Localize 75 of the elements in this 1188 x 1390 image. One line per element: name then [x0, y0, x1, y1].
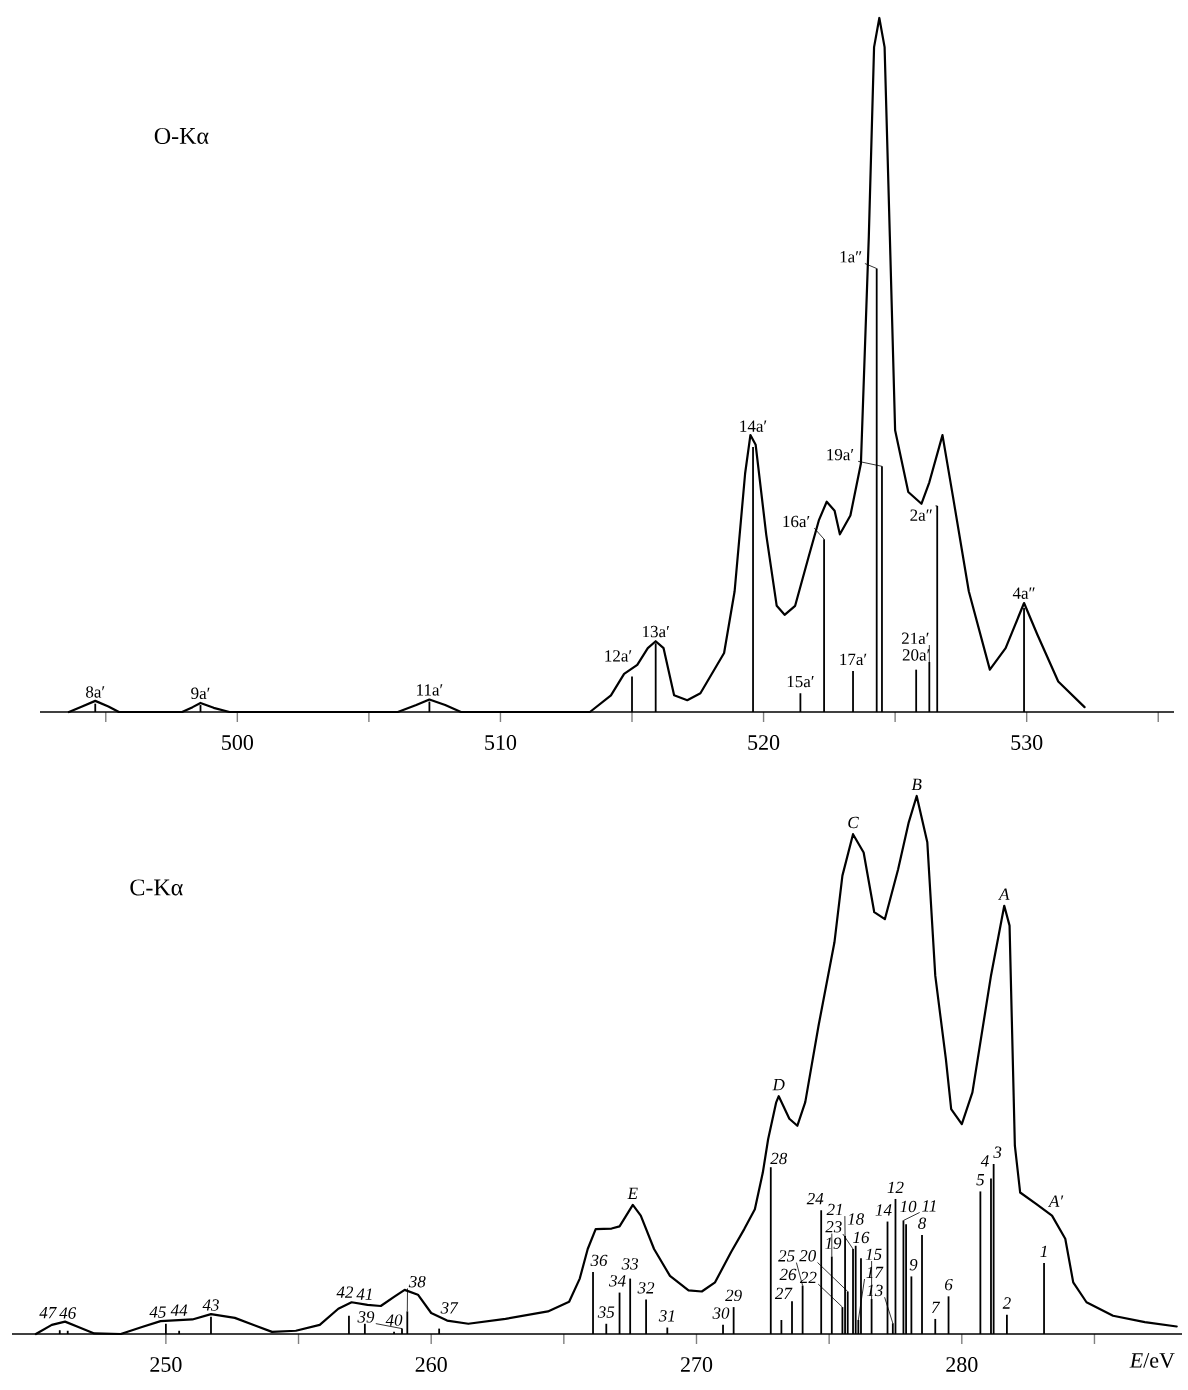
annotation: 8 [918, 1217, 927, 1229]
annotation: 5 [976, 1174, 985, 1186]
x-axis-title: E/eV [1129, 1353, 1175, 1368]
annotation: 9a′ [191, 687, 210, 700]
annotation: 15 [865, 1248, 882, 1261]
annotation: 12 [887, 1181, 904, 1193]
text: C-Kα [130, 879, 183, 896]
annotation: 28 [770, 1152, 788, 1165]
annotation: 26 [779, 1268, 797, 1281]
annotation: B [911, 778, 922, 791]
annotation: 33 [621, 1258, 639, 1270]
annotation: 3 [993, 1146, 1002, 1158]
annotation: 29 [725, 1289, 742, 1302]
annotation: 13a′ [643, 625, 669, 638]
x-tick-label: 510 [485, 735, 517, 750]
annotation: 7 [932, 1301, 941, 1313]
annotation: 4 [980, 1155, 989, 1167]
annotation: 21a′ [901, 632, 929, 645]
x-tick-label: 530 [1011, 735, 1043, 750]
annotation: 22 [799, 1271, 817, 1284]
annotation: 12a′ [605, 650, 632, 662]
annotation: 2a″ [910, 509, 932, 521]
annotation: D [772, 1079, 785, 1091]
annotation: 23 [825, 1221, 842, 1233]
x-tick-label: 280 [946, 1357, 978, 1372]
annotation: 46 [59, 1307, 77, 1319]
annotation: 30 [712, 1307, 730, 1319]
annotation: 32 [637, 1282, 655, 1294]
annotation: 37 [440, 1302, 459, 1314]
annotation: 16a′ [783, 515, 810, 528]
annotation: 11a′ [417, 684, 443, 696]
annotation: 15a′ [787, 675, 814, 688]
annotation: 16 [853, 1231, 870, 1244]
text: O-Kα [154, 127, 209, 145]
annotation: 47 [39, 1307, 57, 1319]
annotation: 11 [922, 1200, 936, 1212]
annotation: 45 [149, 1306, 166, 1318]
annotation: 1a″ [840, 251, 862, 263]
annotation: 10 [900, 1200, 917, 1213]
annotation: 20 [799, 1250, 816, 1262]
annotation: 35 [597, 1306, 615, 1318]
annotation: 43 [202, 1299, 219, 1311]
annotation: E [627, 1187, 638, 1199]
annotation: 34 [609, 1275, 626, 1287]
annotation: 2 [1002, 1297, 1011, 1309]
annotation: 14a′ [740, 420, 767, 432]
annotation: C [848, 816, 859, 829]
annotation: 41 [356, 1288, 372, 1300]
annotation: 6 [944, 1278, 953, 1291]
annotation: 27 [774, 1287, 793, 1300]
annotation: 36 [590, 1254, 608, 1267]
annotation: A′ [1048, 1195, 1064, 1207]
annotation: 19a′ [827, 448, 854, 461]
annotation: A [998, 888, 1010, 900]
annotation: 18 [847, 1213, 864, 1225]
annotation: 24 [806, 1193, 824, 1205]
annotation: 1 [1040, 1245, 1047, 1257]
x-tick-label: 500 [222, 735, 253, 750]
annotation: 21 [826, 1203, 842, 1216]
x-tick-label: 250 [150, 1357, 182, 1372]
x-tick-label: 520 [748, 735, 780, 750]
annotation: 42 [336, 1286, 354, 1298]
annotation: 4a″ [1012, 587, 1035, 599]
annotation: 8a′ [86, 686, 105, 698]
x-tick-label: 270 [680, 1357, 713, 1372]
annotation: 14 [875, 1204, 892, 1216]
annotation: 25 [778, 1250, 795, 1262]
annotation: 44 [170, 1304, 188, 1316]
annotation: 31 [658, 1310, 674, 1322]
annotation: 39 [357, 1311, 375, 1323]
x-tick-label: 260 [415, 1357, 447, 1372]
annotation: 17a′ [840, 653, 867, 666]
annotation: 38 [408, 1275, 426, 1288]
annotation: 40 [385, 1314, 403, 1326]
annotation: 9 [909, 1259, 918, 1271]
